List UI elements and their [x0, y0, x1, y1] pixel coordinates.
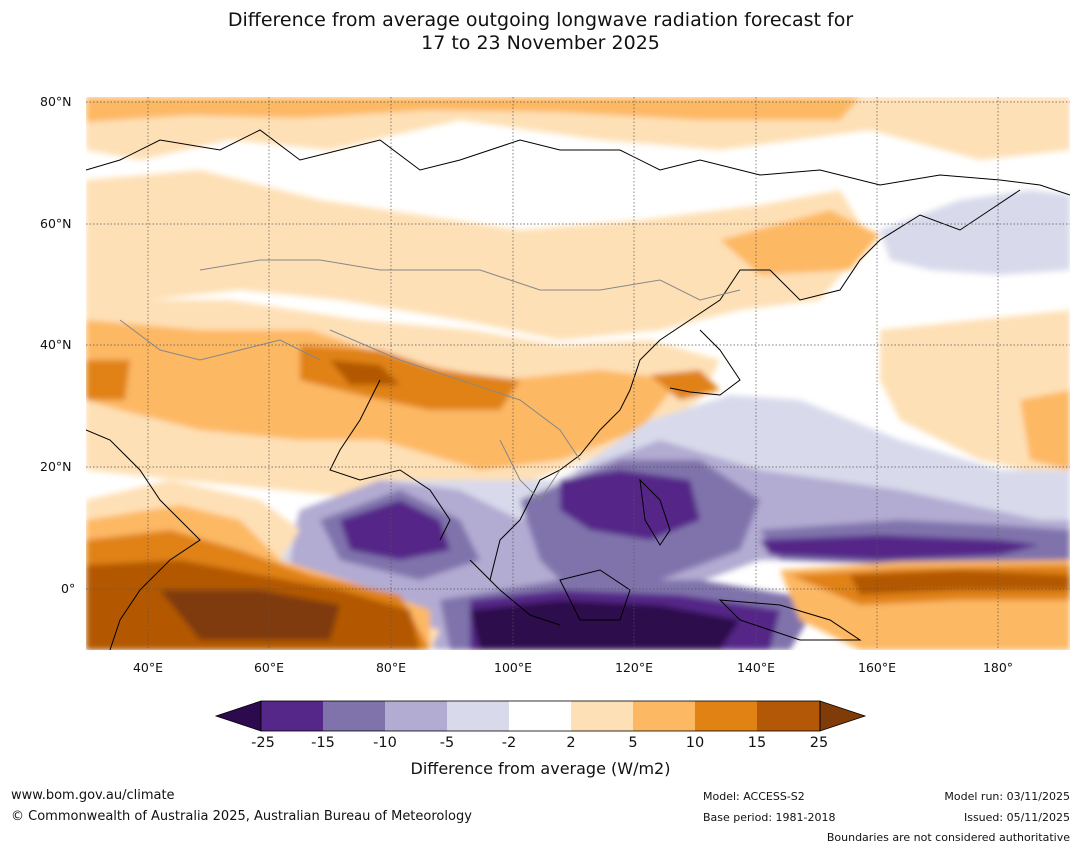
border-southeast-asia [499, 439, 561, 501]
japan-warm [650, 370, 720, 400]
colorbar-bin-4 [447, 701, 509, 731]
siberia-warm-patch [720, 210, 880, 275]
pacific-warm-core [1020, 390, 1070, 470]
coastline-india [329, 379, 451, 541]
indian-ocean-hottest [160, 590, 340, 640]
colorbar-tick-label: -5 [439, 735, 455, 751]
graticule [86, 97, 1070, 650]
colorbar-outline [260, 700, 821, 732]
lon-label-180: 180° [982, 660, 1014, 675]
lon-label-100e: 100°E [493, 660, 533, 675]
colorbar-title: Difference from average (W/m2) [410, 759, 671, 778]
footer-model: Model: ACCESS-S2 [703, 790, 805, 803]
coastline-pacific-asia [489, 189, 1021, 581]
colorbar-bin-2 [323, 701, 385, 731]
footer-base-period: Base period: 1981-2018 [703, 811, 836, 824]
coastlines [86, 129, 1070, 650]
colorbar-tick-label: 15 [747, 735, 767, 751]
lon-label-120e: 120°E [614, 660, 654, 675]
arabia-warm [86, 360, 130, 400]
coastline-new-guinea [718, 599, 862, 641]
footer-issued: Issued: 05/11/2025 [963, 811, 1070, 824]
colorbar-tick-label: -25 [251, 735, 275, 751]
colorbar-tick-label: -15 [311, 735, 335, 751]
coastline-sumatra [469, 559, 561, 626]
lat-label-equator: 0° [61, 581, 76, 596]
coastline-philippines [639, 478, 671, 546]
tibet-hot-core [330, 360, 400, 385]
colorbar-bin-3 [385, 701, 447, 731]
border-mongolia-china [420, 269, 741, 301]
lat-label-20n: 20°N [40, 459, 72, 474]
coastline-japan [669, 329, 741, 396]
colorbar-bin-5 [509, 701, 571, 731]
chart-title: Difference from average outgoing longwav… [0, 9, 1081, 55]
lon-label-40e: 40°E [132, 660, 164, 675]
lon-label-160e: 160°E [857, 660, 897, 675]
bering-cool [880, 190, 1070, 275]
border-china-south [329, 329, 581, 461]
footer-model-run: Model run: 03/11/2025 [944, 790, 1070, 803]
tibet-warm-core [300, 345, 520, 410]
coastline-arabia-africa [86, 429, 201, 650]
colorbar-tick-label: -2 [501, 735, 517, 751]
footer-url[interactable]: www.bom.gov.au/climate [11, 788, 175, 803]
colorbar-tick-label: 2 [566, 735, 576, 751]
arctic-warm-core [86, 97, 860, 122]
lon-label-80e: 80°E [375, 660, 407, 675]
lon-label-60e: 60°E [253, 660, 285, 675]
colorbar-bin-1 [261, 701, 323, 731]
footer-disclaimer: Boundaries are not considered authoritat… [826, 831, 1070, 844]
colorbar-low-extend [214, 700, 262, 732]
title-line-2: 17 to 23 November 2025 [421, 32, 660, 54]
maritime-continent-deep [470, 600, 740, 650]
lat-label-60n: 60°N [40, 216, 72, 231]
coastline-europe-asia-north [86, 129, 1070, 196]
anomaly-field [86, 97, 1070, 650]
colorbar-high-extend [819, 700, 867, 732]
title-line-1: Difference from average outgoing longwav… [227, 9, 854, 31]
central-asia-warm [86, 170, 870, 340]
shaded-contours [86, 97, 1070, 650]
colorbar-bin-9 [757, 701, 820, 731]
colorbar-tick-label: 10 [685, 735, 705, 751]
border-russia-kazakhstan [199, 259, 420, 271]
colorbar [214, 700, 867, 732]
colorbar-bin-6 [571, 701, 633, 731]
colorbar-tick-label: 25 [809, 735, 829, 751]
footer-copyright: © Commonwealth of Australia 2025, Austra… [11, 809, 472, 824]
colorbar-tick-label: -10 [373, 735, 397, 751]
lon-label-140e: 140°E [736, 660, 776, 675]
colorbar-tick-label: 5 [628, 735, 638, 751]
lat-label-80n: 80°N [40, 94, 72, 109]
lat-label-40n: 40°N [40, 337, 72, 352]
pacific-warm [880, 310, 1070, 480]
colorbar-bin-7 [633, 701, 695, 731]
colorbar-bin-8 [695, 701, 757, 731]
coastline-borneo [559, 569, 631, 621]
